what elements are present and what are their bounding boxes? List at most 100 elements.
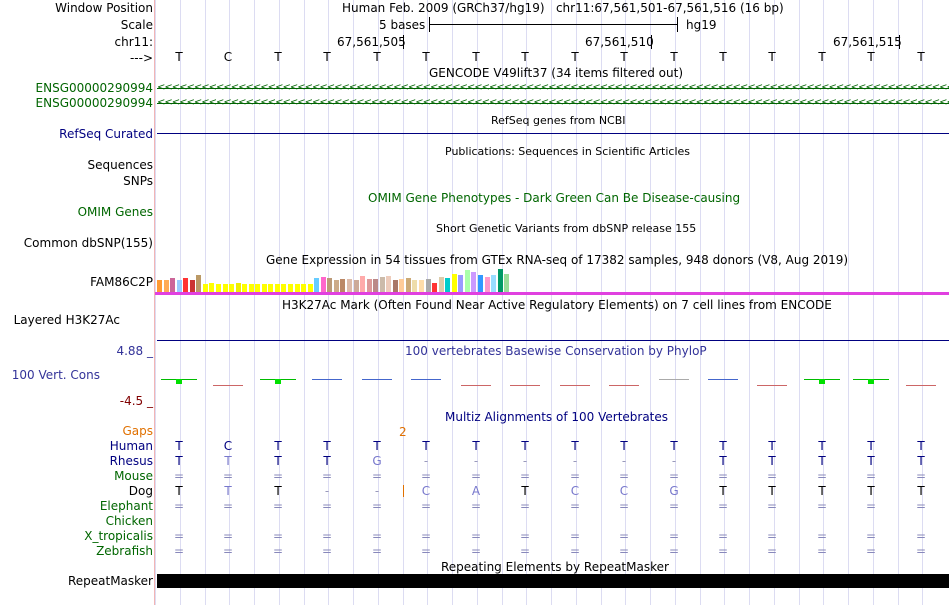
gtex-tissue-bar[interactable] bbox=[327, 278, 332, 292]
gtex-tissue-bar[interactable] bbox=[242, 284, 247, 292]
gtex-tissue-bar[interactable] bbox=[229, 284, 234, 292]
gtex-tissue-bar[interactable] bbox=[354, 280, 359, 292]
gtex-tissue-bar[interactable] bbox=[471, 272, 476, 292]
h3k27ac-track-title[interactable]: H3K27Ac Mark (Often Found Near Active Re… bbox=[282, 298, 832, 312]
phylop-score-mark[interactable] bbox=[510, 385, 540, 386]
species-label[interactable]: Zebrafish bbox=[96, 544, 153, 558]
gtex-tissue-bar[interactable] bbox=[452, 274, 457, 292]
phylop-score-mark[interactable] bbox=[659, 379, 689, 380]
phylop-score-mark[interactable] bbox=[906, 385, 936, 386]
gtex-tissue-bar[interactable] bbox=[236, 283, 241, 292]
gtex-tissue-bar[interactable] bbox=[498, 269, 503, 292]
refseq-gene-line[interactable] bbox=[157, 133, 949, 134]
gtex-tissue-bar[interactable] bbox=[386, 276, 391, 292]
omim-track-title[interactable]: OMIM Gene Phenotypes - Dark Green Can Be… bbox=[368, 191, 741, 205]
gtex-tissue-bar[interactable] bbox=[458, 275, 463, 292]
gtex-tissue-bar[interactable] bbox=[288, 284, 293, 292]
phylop-score-mark[interactable] bbox=[461, 385, 491, 386]
repeatmasker-block[interactable] bbox=[157, 574, 949, 588]
gtex-tissue-bar[interactable] bbox=[478, 275, 483, 292]
gtex-tissue-bar[interactable] bbox=[412, 280, 417, 292]
phylop-score-mark[interactable] bbox=[609, 385, 639, 386]
gtex-tissue-bar[interactable] bbox=[308, 284, 313, 292]
window-position-value[interactable]: Human Feb. 2009 (GRCh37/hg19) chr11:67,5… bbox=[342, 1, 784, 15]
species-label[interactable]: Dog bbox=[128, 484, 153, 498]
gtex-tissue-bar[interactable] bbox=[249, 284, 254, 292]
phylop-score-mark[interactable] bbox=[213, 385, 243, 386]
gtex-tissue-bar[interactable] bbox=[255, 284, 260, 292]
gencode-track-title[interactable]: GENCODE V49lift37 (34 items filtered out… bbox=[429, 66, 684, 80]
species-label[interactable]: X_tropicalis bbox=[84, 529, 153, 543]
gtex-tissue-bar[interactable] bbox=[321, 277, 326, 292]
gtex-tissue-bar[interactable] bbox=[439, 277, 444, 292]
phylop-score-mark[interactable] bbox=[411, 379, 441, 380]
species-label[interactable]: Mouse bbox=[114, 469, 153, 483]
gtex-tissue-bar[interactable] bbox=[373, 279, 378, 292]
gtex-tissue-bar[interactable] bbox=[275, 284, 280, 292]
gtex-tissue-bar[interactable] bbox=[203, 284, 208, 292]
gtex-tissue-bar[interactable] bbox=[314, 278, 319, 292]
gtex-tissue-bar[interactable] bbox=[223, 284, 228, 292]
gtex-tissue-bar[interactable] bbox=[367, 279, 372, 292]
species-label[interactable]: Chicken bbox=[105, 514, 153, 528]
gtex-tissue-bar[interactable] bbox=[268, 284, 273, 292]
gtex-tissue-bar[interactable] bbox=[164, 280, 169, 292]
phylop-score-peak[interactable] bbox=[868, 379, 874, 384]
gtex-tissue-bar[interactable] bbox=[216, 284, 221, 292]
gtex-tissue-bar[interactable] bbox=[295, 284, 300, 292]
gtex-tissue-bar[interactable] bbox=[190, 280, 195, 292]
gtex-tissue-bar[interactable] bbox=[262, 284, 267, 292]
gtex-tissue-bar[interactable] bbox=[177, 280, 182, 292]
publications-label[interactable]: Sequences bbox=[87, 158, 153, 172]
gtex-tissue-bar[interactable] bbox=[465, 270, 470, 292]
gtex-track-title[interactable]: Gene Expression in 54 tissues from GTEx … bbox=[266, 253, 849, 267]
phylop-score-peak[interactable] bbox=[819, 379, 825, 384]
gtex-tissue-bar[interactable] bbox=[399, 279, 404, 292]
gtex-label[interactable]: FAM86C2P bbox=[90, 275, 153, 289]
dbsnp-label[interactable]: Common dbSNP(155) bbox=[23, 236, 153, 250]
omim-label[interactable]: OMIM Genes bbox=[77, 205, 153, 219]
phylop-score-mark[interactable] bbox=[757, 385, 787, 386]
phylop-score-mark[interactable] bbox=[708, 379, 738, 380]
species-label[interactable]: Elephant bbox=[99, 499, 153, 513]
gtex-tissue-bar[interactable] bbox=[334, 280, 339, 292]
gtex-tissue-bar[interactable] bbox=[360, 276, 365, 292]
species-label[interactable]: Rhesus bbox=[109, 454, 153, 468]
multiz-track-title[interactable]: Multiz Alignments of 100 Vertebrates bbox=[445, 410, 669, 424]
phylop-label[interactable]: 100 Vert. Cons bbox=[11, 368, 100, 382]
gtex-tissue-bar[interactable] bbox=[485, 277, 490, 292]
gtex-tissue-bar[interactable] bbox=[491, 275, 496, 292]
gtex-tissue-bar[interactable] bbox=[426, 279, 431, 292]
gtex-tissue-bar[interactable] bbox=[209, 283, 214, 292]
snps-label[interactable]: SNPs bbox=[123, 174, 153, 188]
phylop-score-mark[interactable] bbox=[362, 379, 392, 380]
gtex-tissue-bar[interactable] bbox=[393, 280, 398, 292]
phylop-score-peak[interactable] bbox=[275, 379, 281, 384]
gtex-tissue-bar[interactable] bbox=[504, 274, 509, 292]
gtex-tissue-bar[interactable] bbox=[170, 278, 175, 292]
dbsnp-track-title[interactable]: Short Genetic Variants from dbSNP releas… bbox=[436, 222, 697, 235]
publications-track-title[interactable]: Publications: Sequences in Scientific Ar… bbox=[445, 145, 690, 158]
repeatmasker-label[interactable]: RepeatMasker bbox=[67, 574, 153, 588]
gencode-item-2-label[interactable]: ENSG00000290994 bbox=[35, 96, 153, 110]
phylop-score-mark[interactable] bbox=[312, 379, 342, 380]
gencode-item-1-label[interactable]: ENSG00000290994 bbox=[35, 81, 153, 95]
gtex-tissue-bar[interactable] bbox=[445, 278, 450, 292]
gencode-gene-2[interactable]: <<<<<<<<<<<<<<<<<<<<<<<<<<<<<<<<<<<<<<<<… bbox=[157, 97, 949, 109]
repeatmasker-track-title[interactable]: Repeating Elements by RepeatMasker bbox=[441, 560, 669, 574]
gtex-tissue-bar[interactable] bbox=[347, 279, 352, 292]
refseq-label[interactable]: RefSeq Curated bbox=[59, 127, 153, 141]
gtex-tissue-bar[interactable] bbox=[406, 278, 411, 292]
gtex-tissue-bar[interactable] bbox=[301, 284, 306, 292]
gtex-tissue-bar[interactable] bbox=[340, 279, 345, 292]
gtex-tissue-bar[interactable] bbox=[432, 283, 437, 292]
phylop-score-mark[interactable] bbox=[560, 385, 590, 386]
gtex-tissue-bar[interactable] bbox=[281, 284, 286, 292]
gtex-tissue-bar[interactable] bbox=[196, 275, 201, 292]
species-label[interactable]: Human bbox=[109, 439, 153, 453]
h3k27ac-label[interactable]: Layered H3K27Ac bbox=[13, 313, 120, 327]
phylop-score-peak[interactable] bbox=[176, 379, 182, 384]
refseq-track-title[interactable]: RefSeq genes from NCBI bbox=[491, 114, 626, 127]
gtex-tissue-bar[interactable] bbox=[419, 280, 424, 292]
gencode-gene-1[interactable]: <<<<<<<<<<<<<<<<<<<<<<<<<<<<<<<<<<<<<<<<… bbox=[157, 82, 949, 94]
